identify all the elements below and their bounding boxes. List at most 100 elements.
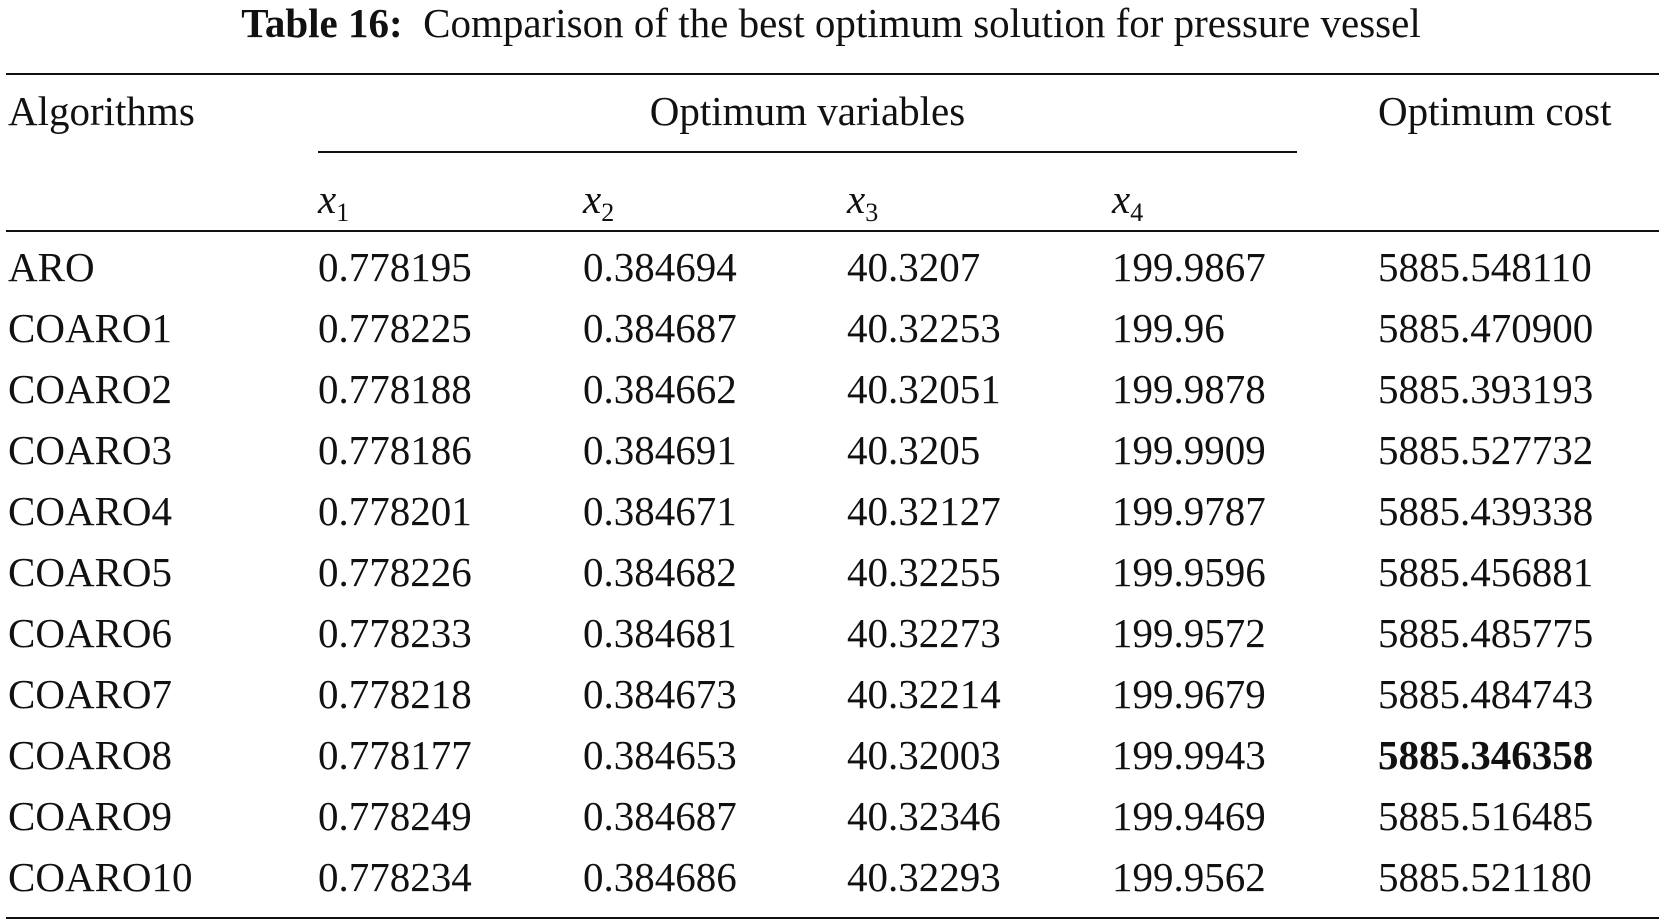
cell-algorithm: COARO9: [8, 793, 173, 839]
cell-x3: 40.32253: [847, 305, 1001, 351]
cell-x4: 199.9878: [1112, 366, 1266, 412]
cell-algorithm: COARO6: [8, 610, 173, 656]
cell-cost: 5885.521180: [1378, 854, 1592, 900]
cell-cost: 5885.527732: [1378, 427, 1594, 473]
cell-x1: 0.778201: [318, 488, 472, 534]
cell-x3: 40.32346: [847, 793, 1001, 839]
cell-algorithm: COARO10: [8, 854, 193, 900]
table-row: COARO2 0.778188 0.384662 40.32051 199.98…: [0, 366, 1662, 427]
cell-algorithm: COARO5: [8, 549, 173, 595]
cell-x4: 199.9469: [1112, 793, 1266, 839]
cell-algorithm: COARO7: [8, 671, 173, 717]
header-x2-symbol: x: [583, 176, 602, 222]
table-row: COARO4 0.778201 0.384671 40.32127 199.97…: [0, 488, 1662, 549]
table-row: COARO3 0.778186 0.384691 40.3205 199.990…: [0, 427, 1662, 488]
cell-x1: 0.778226: [318, 549, 472, 595]
cell-x3: 40.3205: [847, 427, 981, 473]
cell-cost: 5885.456881: [1378, 549, 1594, 595]
cell-x4: 199.96: [1112, 305, 1225, 351]
header-x3-symbol: x: [847, 176, 866, 222]
cell-x4: 199.9909: [1112, 427, 1266, 473]
table-top-rule: [6, 73, 1659, 75]
table-row: COARO1 0.778225 0.384687 40.32253 199.96…: [0, 305, 1662, 366]
cell-cost: 5885.485775: [1378, 610, 1594, 656]
cell-cost: 5885.484743: [1378, 671, 1594, 717]
cell-cost: 5885.393193: [1378, 366, 1594, 412]
header-x1: x1: [318, 176, 349, 236]
header-x4: x4: [1112, 176, 1143, 236]
cell-x2: 0.384662: [583, 366, 737, 412]
cell-x4: 199.9679: [1112, 671, 1266, 717]
cell-x3: 40.32273: [847, 610, 1001, 656]
cell-x1: 0.778195: [318, 244, 472, 290]
header-x3-subscript: 3: [865, 198, 879, 227]
table-row: COARO7 0.778218 0.384673 40.32214 199.96…: [0, 671, 1662, 732]
cell-algorithm: COARO3: [8, 427, 173, 473]
cell-cost: 5885.439338: [1378, 488, 1594, 534]
cell-x1: 0.778188: [318, 366, 472, 412]
cell-x3: 40.32127: [847, 488, 1001, 534]
header-x4-subscript: 4: [1130, 198, 1144, 227]
table-row: COARO5 0.778226 0.384682 40.32255 199.95…: [0, 549, 1662, 610]
cell-cost-best: 5885.346358: [1378, 732, 1594, 778]
cell-x4: 199.9562: [1112, 854, 1266, 900]
cell-x1: 0.778249: [318, 793, 472, 839]
cell-x3: 40.32214: [847, 671, 1001, 717]
cell-algorithm: ARO: [8, 244, 95, 290]
cell-x4: 199.9867: [1112, 244, 1266, 290]
cell-x1: 0.778218: [318, 671, 472, 717]
header-x1-symbol: x: [318, 176, 337, 222]
table-header-rule: [6, 230, 1659, 232]
table-row: COARO6 0.778233 0.384681 40.32273 199.95…: [0, 610, 1662, 671]
table-bottom-rule: [6, 917, 1659, 919]
table-row: COARO8 0.778177 0.384653 40.32003 199.99…: [0, 732, 1662, 793]
cell-x2: 0.384682: [583, 549, 737, 595]
cell-x1: 0.778186: [318, 427, 472, 473]
cell-algorithm: COARO2: [8, 366, 173, 412]
table-row: COARO10 0.778234 0.384686 40.32293 199.9…: [0, 854, 1662, 915]
cell-x1: 0.778234: [318, 854, 472, 900]
cell-x2: 0.384671: [583, 488, 737, 534]
header-optimum-variables: Optimum variables: [649, 88, 966, 134]
cell-cost: 5885.548110: [1378, 244, 1592, 290]
cell-x4: 199.9943: [1112, 732, 1266, 778]
table-body: ARO 0.778195 0.384694 40.3207 199.9867 5…: [0, 244, 1662, 915]
table-caption-label: Table 16:: [241, 0, 403, 46]
cell-x4: 199.9787: [1112, 488, 1266, 534]
cell-x3: 40.3207: [847, 244, 981, 290]
cell-x2: 0.384686: [583, 854, 737, 900]
cell-x2: 0.384691: [583, 427, 737, 473]
cell-x3: 40.32003: [847, 732, 1001, 778]
header-x2-subscript: 2: [601, 198, 615, 227]
cell-x2: 0.384687: [583, 305, 737, 351]
header-algorithms: Algorithms: [8, 88, 195, 134]
table-row: ARO 0.778195 0.384694 40.3207 199.9867 5…: [0, 244, 1662, 305]
header-optimum-cost: Optimum cost: [1378, 88, 1612, 134]
cell-x2: 0.384653: [583, 732, 737, 778]
header-x1-subscript: 1: [336, 198, 350, 227]
cell-x3: 40.32255: [847, 549, 1001, 595]
cell-x2: 0.384694: [583, 244, 737, 290]
cell-x4: 199.9572: [1112, 610, 1266, 656]
header-x3: x3: [847, 176, 878, 236]
table-caption-text: Comparison of the best optimum solution …: [423, 0, 1421, 46]
cell-x2: 0.384681: [583, 610, 737, 656]
cell-x1: 0.778225: [318, 305, 472, 351]
cell-x3: 40.32293: [847, 854, 1001, 900]
cell-x2: 0.384673: [583, 671, 737, 717]
cell-cost: 5885.516485: [1378, 793, 1594, 839]
cell-x1: 0.778177: [318, 732, 472, 778]
cell-x1: 0.778233: [318, 610, 472, 656]
header-x2: x2: [583, 176, 614, 236]
cell-x2: 0.384687: [583, 793, 737, 839]
cell-algorithm: COARO4: [8, 488, 173, 534]
table-row: COARO9 0.778249 0.384687 40.32346 199.94…: [0, 793, 1662, 854]
cell-algorithm: COARO8: [8, 732, 173, 778]
header-x4-symbol: x: [1112, 176, 1131, 222]
cell-cost: 5885.470900: [1378, 305, 1594, 351]
cell-x3: 40.32051: [847, 366, 1001, 412]
optimum-variables-group-rule: [318, 151, 1297, 153]
table-caption: Table 16: Comparison of the best optimum…: [0, 0, 1662, 50]
cell-x4: 199.9596: [1112, 549, 1266, 595]
cell-algorithm: COARO1: [8, 305, 173, 351]
